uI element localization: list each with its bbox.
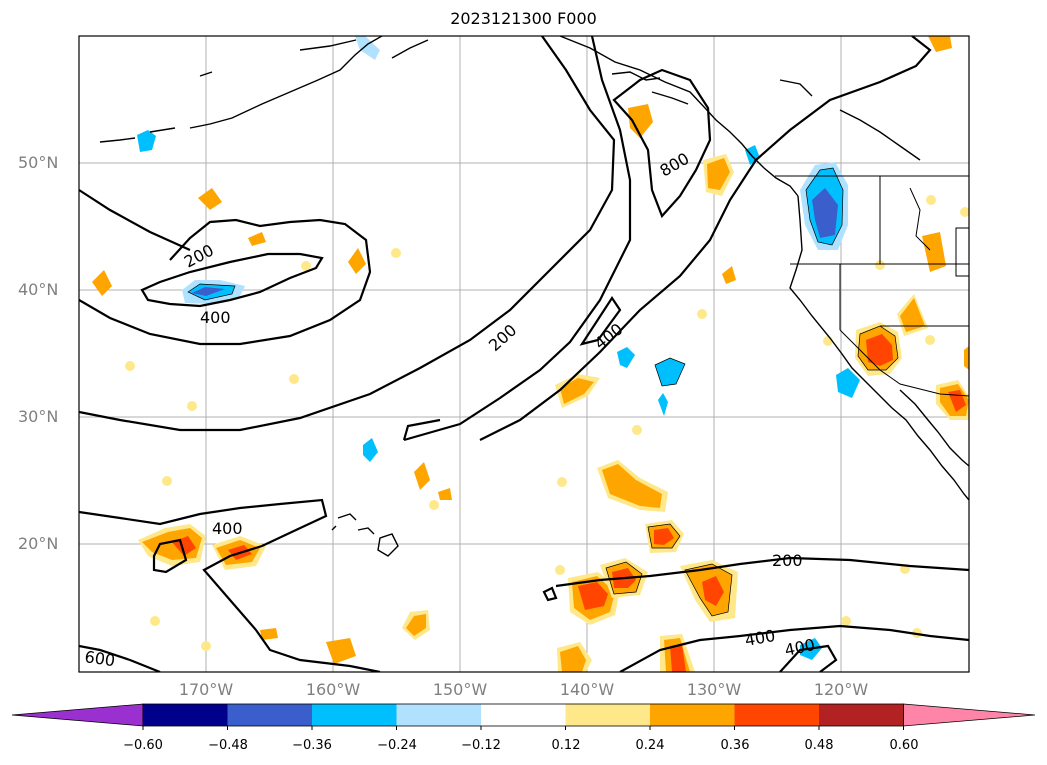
pos-anomaly-blob bbox=[900, 298, 925, 332]
colorbar-segment bbox=[143, 704, 228, 726]
pos-anomaly-blob bbox=[702, 576, 724, 606]
pos-anomaly-blob bbox=[964, 346, 969, 370]
pos-anomaly-blob bbox=[722, 266, 736, 284]
neg-anomaly-blob bbox=[836, 368, 860, 398]
colorbar-segment bbox=[819, 704, 904, 726]
neg-anomaly-blob bbox=[812, 188, 838, 238]
pos-anomaly-blob bbox=[560, 378, 594, 404]
pos-anomaly-blob bbox=[922, 232, 946, 272]
lat-label: 20°N bbox=[18, 534, 59, 553]
colorbar-tick-label: 0.12 bbox=[551, 738, 581, 753]
neg-anomaly-blob bbox=[617, 347, 635, 368]
pos-anomaly-blob bbox=[670, 644, 686, 672]
pos-anomaly-blob bbox=[348, 248, 366, 274]
neg-anomaly-blob bbox=[658, 393, 668, 416]
map-frame bbox=[79, 36, 969, 672]
colorbar-tick-label: −0.24 bbox=[377, 738, 417, 753]
lon-label: 150°W bbox=[432, 680, 488, 699]
lat-label: 40°N bbox=[18, 280, 59, 299]
lon-label: 140°W bbox=[559, 680, 615, 699]
political-borders bbox=[775, 175, 969, 397]
colorbar-tick-label: 0.60 bbox=[889, 738, 919, 753]
neg-anomaly-blob bbox=[192, 287, 225, 296]
pos-anomaly-blob bbox=[326, 638, 356, 664]
colorbar-segment bbox=[312, 704, 397, 726]
colorbar-segment bbox=[396, 704, 481, 726]
lon-label: 170°W bbox=[178, 680, 234, 699]
colorbar-tick-label: 0.24 bbox=[635, 738, 665, 753]
height-contours bbox=[79, 36, 969, 672]
pos-anomaly-blob bbox=[414, 462, 430, 490]
pos-anomaly-blob bbox=[654, 528, 674, 545]
lon-label: 160°W bbox=[305, 680, 361, 699]
colorbar-segment bbox=[481, 704, 566, 726]
coastlines bbox=[99, 36, 969, 557]
colorbar-extend-low bbox=[11, 703, 144, 727]
pos-anomaly-blob bbox=[707, 158, 730, 190]
colorbar-tick-label: 0.36 bbox=[720, 738, 750, 753]
colorbar-tick-label: −0.60 bbox=[123, 738, 163, 753]
colorbar-tick-label: −0.48 bbox=[208, 738, 248, 753]
pos-anomaly-blob bbox=[560, 646, 586, 672]
colorbar-segment bbox=[565, 704, 650, 726]
contour-label: 200 bbox=[772, 551, 803, 570]
pos-anomaly-blob bbox=[928, 36, 952, 52]
pos-anomaly-blob bbox=[628, 104, 653, 138]
colorbar-tick-label: −0.12 bbox=[461, 738, 501, 753]
neg-anomaly-blob bbox=[655, 358, 685, 386]
pos-anomaly-blob bbox=[248, 232, 266, 246]
lon-label: 130°W bbox=[686, 680, 742, 699]
anomaly-outlines bbox=[187, 167, 899, 617]
contour-label: 400 bbox=[212, 519, 243, 538]
map-title: 2023121300 F000 bbox=[450, 9, 597, 28]
pos-anomaly-blob bbox=[602, 464, 662, 508]
colorbar-outline bbox=[142, 703, 904, 727]
colorbar-segment bbox=[734, 704, 819, 726]
neg-anomaly-blob bbox=[363, 438, 378, 462]
contour-label: 600 bbox=[83, 647, 116, 670]
contour-label: 400 bbox=[200, 308, 231, 327]
colorbar-tick-label: 0.48 bbox=[804, 738, 834, 753]
lat-label: 50°N bbox=[18, 153, 59, 172]
colorbar-segment bbox=[227, 704, 312, 726]
pos-anomaly-blob bbox=[260, 628, 278, 640]
neg-anomaly-blob bbox=[137, 130, 156, 152]
neg-anomaly-blob bbox=[355, 36, 380, 60]
lon-label: 120°W bbox=[813, 680, 869, 699]
colorbar-tick-label: −0.36 bbox=[292, 738, 332, 753]
pos-anomaly-blob bbox=[578, 582, 608, 610]
colorbar-segment bbox=[650, 704, 735, 726]
colorbar bbox=[11, 703, 1036, 730]
pos-anomaly-blob bbox=[406, 614, 426, 636]
lat-label: 30°N bbox=[18, 407, 59, 426]
pos-anomaly-blob bbox=[438, 488, 452, 500]
colorbar-extend-high bbox=[903, 703, 1036, 727]
pos-anomaly-blob bbox=[198, 188, 222, 210]
pos-anomaly-blob bbox=[866, 334, 893, 366]
pos-anomaly-blob bbox=[92, 270, 112, 296]
